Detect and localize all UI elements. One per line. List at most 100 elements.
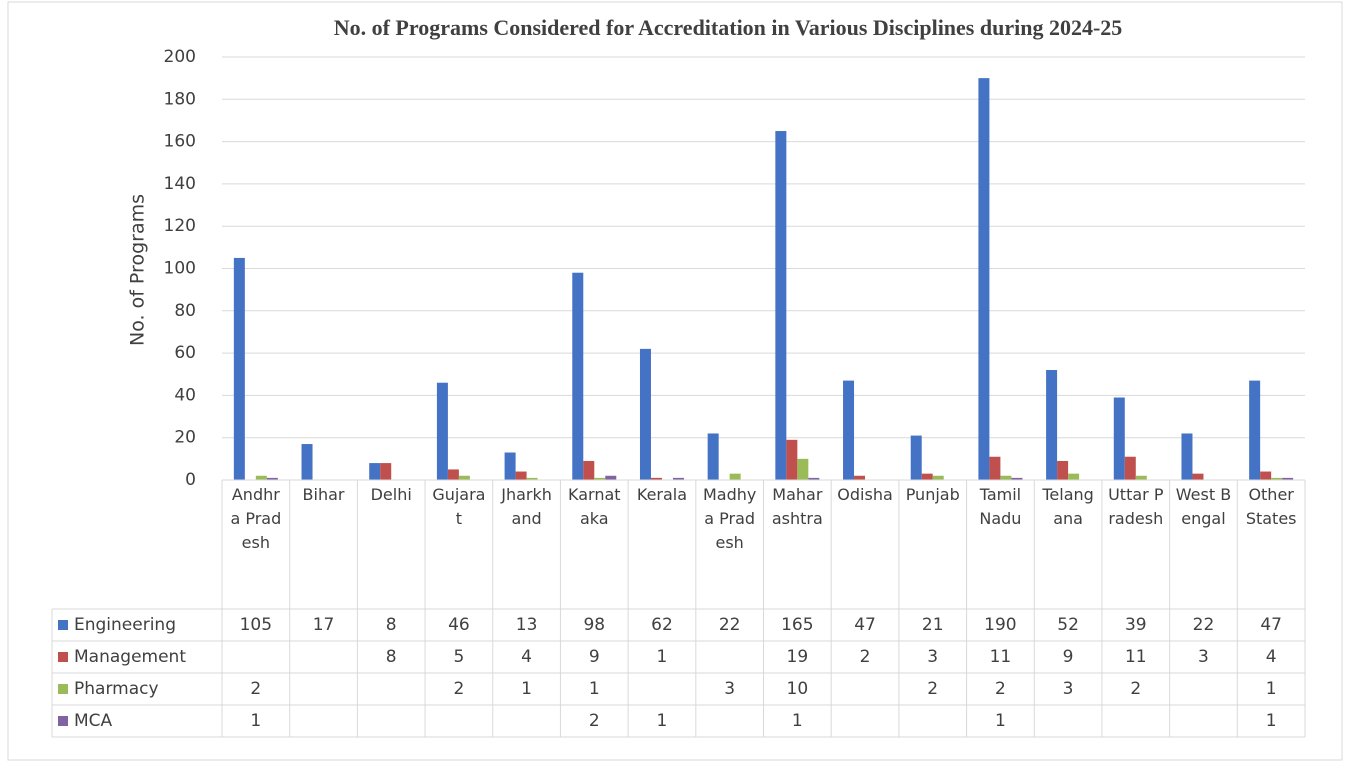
table-value: 9 xyxy=(589,647,600,667)
table-value: 21 xyxy=(922,615,944,635)
bar xyxy=(380,463,392,480)
table-value: 2 xyxy=(860,647,871,667)
legend-swatch xyxy=(58,716,68,726)
table-value: 19 xyxy=(787,647,809,667)
table-value: 105 xyxy=(240,615,272,635)
table-value: 1 xyxy=(1266,679,1277,699)
table-value: 11 xyxy=(990,647,1012,667)
bar xyxy=(1260,471,1272,480)
table-value: 2 xyxy=(927,679,938,699)
y-axis-label: No. of Programs xyxy=(127,194,149,346)
bar xyxy=(707,433,719,480)
x-tick-label: Karnataka xyxy=(568,485,621,528)
bar xyxy=(1124,456,1136,480)
table-value: 8 xyxy=(386,615,397,635)
bar xyxy=(1113,397,1125,480)
legend-swatch xyxy=(58,620,68,630)
x-tick-label: Other States xyxy=(1245,485,1297,528)
bar xyxy=(843,380,855,480)
table-value: 52 xyxy=(1057,615,1079,635)
y-tick-label: 200 xyxy=(164,47,196,67)
x-tick-label: Maharashtra xyxy=(771,485,823,528)
bar xyxy=(1068,473,1080,480)
bar xyxy=(650,477,662,480)
table-value: 190 xyxy=(984,615,1016,635)
bar xyxy=(775,131,787,480)
table-value: 1 xyxy=(995,711,1006,731)
x-tick-label: Kerala xyxy=(636,485,688,504)
table-value: 2 xyxy=(453,679,464,699)
table-value: 1 xyxy=(792,711,803,731)
bar xyxy=(515,471,527,480)
bar xyxy=(854,475,866,480)
y-tick-label: 160 xyxy=(164,132,196,152)
bar xyxy=(910,435,922,480)
bar xyxy=(1192,473,1204,480)
y-tick-label: 100 xyxy=(164,259,196,279)
bar xyxy=(255,475,267,480)
table-value: 46 xyxy=(448,615,470,635)
x-tick-label: Madhya Pradesh xyxy=(702,485,757,552)
table-value: 1 xyxy=(589,679,600,699)
y-tick-label: 140 xyxy=(164,174,196,194)
legend-label: Management xyxy=(74,647,186,667)
bar xyxy=(797,458,809,480)
table-value: 1 xyxy=(657,647,668,667)
table-value: 39 xyxy=(1125,615,1147,635)
chart-border xyxy=(7,1,1343,761)
table-value: 4 xyxy=(1266,647,1277,667)
chart-title: No. of Programs Considered for Accredita… xyxy=(334,15,1123,40)
y-tick-label: 80 xyxy=(174,301,196,321)
bar xyxy=(639,348,651,480)
table-value: 3 xyxy=(724,679,735,699)
bar xyxy=(369,463,381,480)
bar xyxy=(233,257,245,480)
bar xyxy=(594,477,606,480)
legend-swatch xyxy=(58,652,68,662)
table-value: 4 xyxy=(521,647,532,667)
x-tick-label: Bihar xyxy=(302,485,345,504)
bar xyxy=(504,452,516,480)
bar xyxy=(266,477,278,480)
bar xyxy=(1135,475,1147,480)
y-tick-label: 180 xyxy=(164,89,196,109)
bar xyxy=(583,460,595,480)
bar xyxy=(458,475,470,480)
bar xyxy=(1249,380,1261,480)
x-tick-label: Odisha xyxy=(837,485,893,504)
table-value: 10 xyxy=(787,679,809,699)
table-value: 17 xyxy=(313,615,335,635)
bar xyxy=(989,456,1001,480)
y-tick-label: 20 xyxy=(174,428,196,448)
bar xyxy=(1057,460,1069,480)
bar xyxy=(301,444,313,480)
table-value: 47 xyxy=(1260,615,1282,635)
bar xyxy=(526,477,538,480)
table-value: 2 xyxy=(589,711,600,731)
y-tick-label: 60 xyxy=(174,343,196,363)
bar xyxy=(932,475,944,480)
table-value: 13 xyxy=(516,615,538,635)
bar xyxy=(1000,475,1012,480)
x-tick-label: Punjab xyxy=(905,485,960,504)
bar xyxy=(1181,433,1193,480)
bar xyxy=(808,477,820,480)
x-tick-label: Delhi xyxy=(370,485,412,504)
bar xyxy=(605,475,617,480)
y-tick-label: 0 xyxy=(185,470,196,490)
bar xyxy=(447,469,459,480)
table-value: 5 xyxy=(453,647,464,667)
table-value: 3 xyxy=(927,647,938,667)
table-value: 2 xyxy=(1130,679,1141,699)
table-value: 2 xyxy=(995,679,1006,699)
x-tick-label: Uttar Pradesh xyxy=(1108,485,1164,528)
legend-label: Engineering xyxy=(74,615,176,635)
x-tick-label: Andhra Pradesh xyxy=(230,485,282,552)
bar xyxy=(786,439,798,480)
bar xyxy=(729,473,741,480)
table-value: 1 xyxy=(1266,711,1277,731)
table-value: 2 xyxy=(250,679,261,699)
bar xyxy=(978,78,990,481)
bar xyxy=(1011,477,1023,480)
